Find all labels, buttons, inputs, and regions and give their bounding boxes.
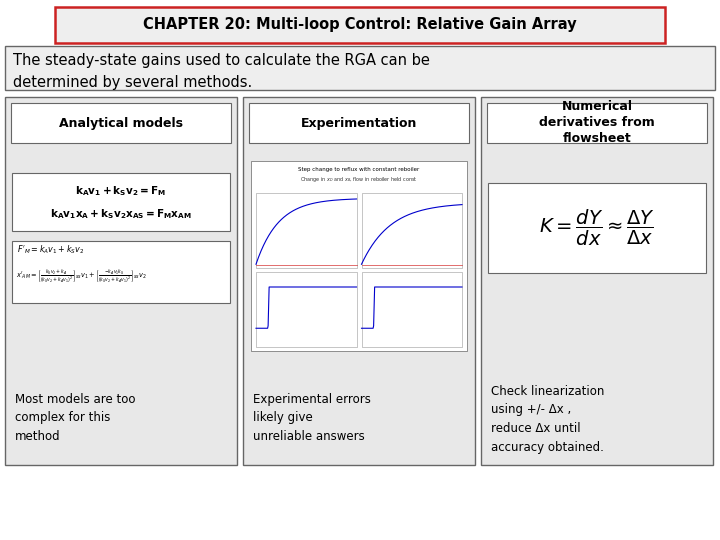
Bar xyxy=(12,241,230,303)
Text: Most models are too
complex for this
method: Most models are too complex for this met… xyxy=(15,393,135,443)
Bar xyxy=(249,103,469,143)
Bar xyxy=(251,161,467,351)
Text: Experimental errors
likely give
unreliable answers: Experimental errors likely give unreliab… xyxy=(253,393,371,443)
Text: $K = \dfrac{dY}{dx} \approx \dfrac{\Delta Y}{\Delta x}$: $K = \dfrac{dY}{dx} \approx \dfrac{\Delt… xyxy=(539,208,655,248)
Text: $F'_M = k_A v_1 + k_S v_2$: $F'_M = k_A v_1 + k_S v_2$ xyxy=(17,244,84,256)
Text: The steady-state gains used to calculate the RGA can be
determined by several me: The steady-state gains used to calculate… xyxy=(13,53,430,90)
Text: Numerical
derivatives from
flowsheet: Numerical derivatives from flowsheet xyxy=(539,100,655,145)
Bar xyxy=(361,272,462,347)
Bar xyxy=(12,173,230,231)
Bar xyxy=(243,97,475,465)
Bar xyxy=(481,97,713,465)
Bar xyxy=(5,46,715,90)
Bar xyxy=(11,103,231,143)
Bar xyxy=(256,272,356,347)
Bar xyxy=(256,193,356,268)
Text: Analytical models: Analytical models xyxy=(59,117,183,130)
Text: Experimentation: Experimentation xyxy=(301,117,417,130)
Text: Change in $x_D$ and $x_B$, flow in reboiler held const: Change in $x_D$ and $x_B$, flow in reboi… xyxy=(300,175,418,184)
Bar xyxy=(488,183,706,273)
Text: $\mathbf{k_A v_1 x_A + k_S v_2 x_{AS} = F_M x_{AM}}$: $\mathbf{k_A v_1 x_A + k_S v_2 x_{AS} = … xyxy=(50,207,192,220)
Text: Step change to reflux with constant reboiler: Step change to reflux with constant rebo… xyxy=(298,167,420,172)
Bar xyxy=(361,193,462,268)
Text: $\mathbf{k_A v_1 + k_S v_2 = F_M}$: $\mathbf{k_A v_1 + k_S v_2 = F_M}$ xyxy=(76,185,166,199)
Bar xyxy=(55,7,665,43)
Bar xyxy=(487,103,707,143)
Text: CHAPTER 20: Multi-loop Control: Relative Gain Array: CHAPTER 20: Multi-loop Control: Relative… xyxy=(143,17,577,32)
Text: Check linearization
using +/- Δx ,
reduce Δx until
accuracy obtained.: Check linearization using +/- Δx , reduc… xyxy=(491,385,604,454)
Bar xyxy=(5,97,237,465)
Text: $x'_{AM} = \left[\frac{k_S v_2 + k_A}{(k_S v_2 + k_A v_1)^2}\right]_{ss} v_1 + \: $x'_{AM} = \left[\frac{k_S v_2 + k_A}{(k… xyxy=(16,269,147,285)
